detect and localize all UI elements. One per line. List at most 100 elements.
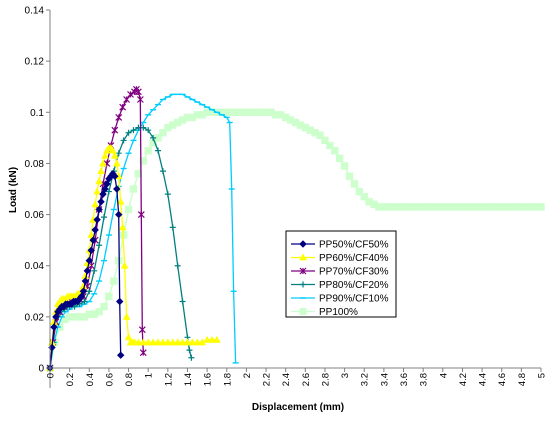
data-point (163, 338, 172, 346)
data-point (331, 146, 339, 155)
data-point (118, 223, 127, 231)
data-point (101, 214, 108, 221)
x-tick-label: 0.2 (65, 373, 76, 386)
y-tick-label: 0.08 (25, 159, 45, 170)
x-tick-label: 4 (438, 373, 449, 378)
data-point (144, 338, 153, 346)
data-point (91, 200, 100, 208)
x-tick-label: 1.8 (222, 373, 233, 386)
data-point (299, 267, 307, 275)
data-point (159, 338, 167, 346)
data-point (85, 256, 93, 265)
y-tick-label: 0.1 (30, 108, 44, 119)
data-point (350, 180, 359, 188)
legend-item: PP50%/CF50% (291, 240, 389, 251)
data-point (186, 347, 193, 354)
data-point (299, 240, 307, 248)
data-point (169, 224, 176, 231)
data-point (81, 277, 90, 285)
data-point (139, 338, 148, 346)
data-point (50, 323, 58, 331)
data-point (134, 338, 143, 346)
data-point (321, 136, 329, 145)
data-point (96, 242, 103, 249)
data-point (87, 246, 95, 255)
data-point (115, 210, 123, 219)
x-tick-label: 4.8 (517, 373, 528, 386)
data-point (137, 211, 145, 218)
data-point (213, 335, 221, 343)
data-point (97, 198, 105, 206)
x-tick-label: 0.4 (85, 373, 96, 386)
legend-label: PP70%/CF30% (319, 267, 389, 278)
x-tick-label: 1.4 (183, 373, 194, 386)
data-point (111, 126, 119, 134)
x-tick-label: 2 (242, 373, 253, 378)
series-layer (46, 85, 545, 372)
x-tick-label: 4.6 (497, 373, 508, 386)
x-tick-label: 4.2 (458, 373, 469, 386)
data-point (113, 185, 121, 193)
data-point (150, 134, 157, 141)
series-line (49, 147, 217, 369)
data-point (326, 141, 334, 150)
data-point (537, 203, 545, 211)
data-point (119, 103, 127, 111)
data-point (120, 261, 129, 269)
x-tick-label: 2.2 (262, 373, 273, 386)
data-point (174, 262, 181, 269)
legend-item: PP60%/CF40% (291, 253, 389, 264)
data-point (173, 338, 182, 346)
x-tick-label: 2.4 (281, 373, 292, 386)
data-point (79, 287, 88, 295)
data-point (91, 267, 98, 274)
legend-item: PP80%/CF20% (291, 280, 389, 291)
data-point (77, 292, 86, 301)
series-pp60-cf40- (46, 144, 221, 371)
data-point (164, 191, 171, 198)
data-point (120, 137, 127, 144)
data-point (127, 90, 134, 98)
data-point (140, 124, 147, 131)
legend-label: PP60%/CF40% (319, 253, 389, 264)
data-point (87, 230, 96, 238)
data-point (89, 236, 97, 244)
x-tick-label: 0.6 (104, 373, 115, 386)
data-point (108, 146, 117, 154)
data-point (155, 147, 162, 154)
data-point (101, 185, 109, 193)
data-point (188, 338, 197, 346)
data-point (116, 197, 125, 205)
x-tick-label: 2.8 (320, 373, 331, 386)
data-point (178, 338, 187, 346)
data-point (144, 146, 152, 155)
y-tick-label: 0.12 (25, 57, 45, 68)
axes-layer: 0 0.02 0.04 0.06 0.08 0.1 0.12 0.14 0 0.2 0.4 0.6 0.… (25, 6, 548, 388)
data-point (101, 151, 109, 159)
legend-label: PP90%/CF10% (319, 294, 389, 305)
data-point (139, 157, 147, 165)
data-point (125, 129, 132, 136)
data-point (129, 185, 138, 193)
y-tick-label: 0.06 (25, 210, 45, 221)
x-tick-label: 3.6 (399, 373, 410, 386)
data-point (115, 150, 122, 157)
data-point (168, 338, 177, 346)
x-tick-label: 3.4 (379, 373, 390, 386)
series-pp50-cf50- (46, 169, 125, 372)
data-point (86, 288, 93, 295)
data-point (203, 335, 211, 343)
data-point (188, 354, 195, 361)
data-point (52, 313, 60, 321)
legend-item: PP100% (291, 307, 358, 318)
data-point (138, 326, 146, 334)
data-point (99, 159, 107, 167)
data-point (299, 308, 307, 315)
y-tick-label: 0 (38, 364, 44, 375)
data-point (99, 190, 107, 198)
data-point (95, 177, 103, 185)
data-point (95, 308, 103, 316)
x-tick-label: 3.2 (360, 373, 371, 386)
x-tick-label: 0 (46, 373, 57, 378)
